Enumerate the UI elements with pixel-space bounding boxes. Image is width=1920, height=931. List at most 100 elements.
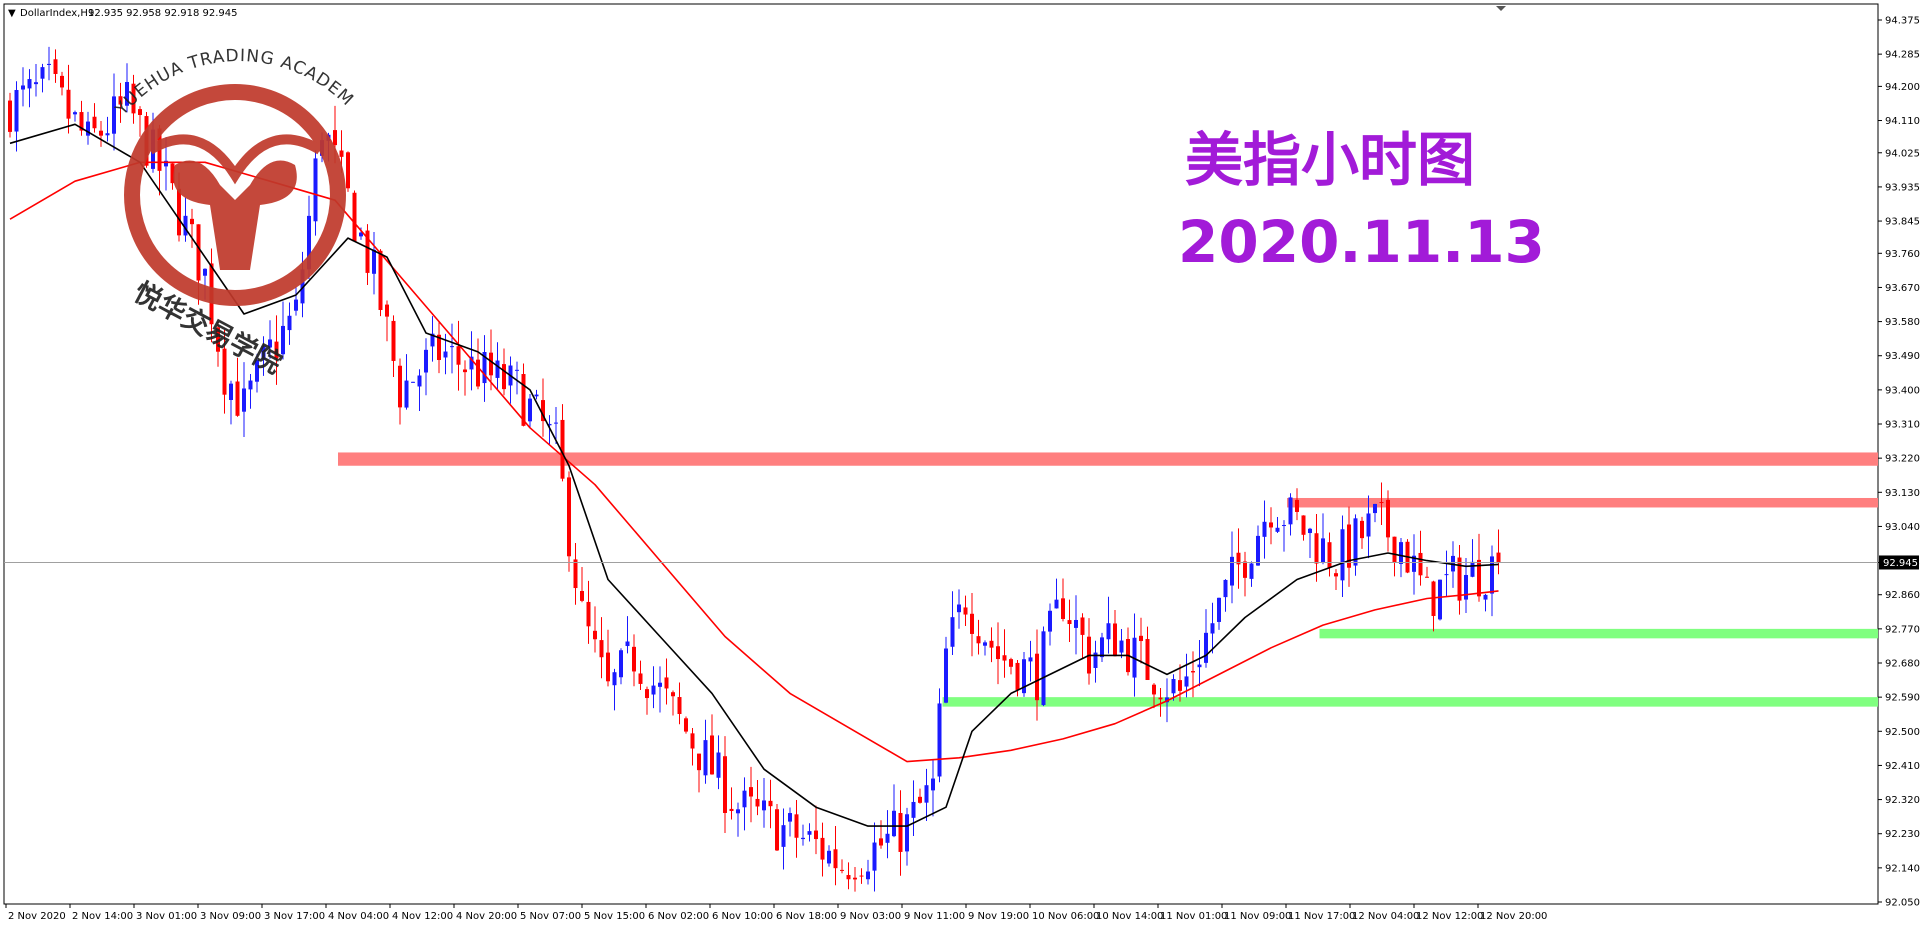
logo-mark — [173, 160, 297, 270]
candle-body — [1100, 637, 1104, 658]
candle-body — [333, 130, 337, 146]
candle-body — [177, 188, 181, 236]
candle-body — [1217, 597, 1221, 622]
candle-body — [437, 334, 441, 361]
candle-body — [924, 785, 929, 803]
candle-body — [1009, 659, 1013, 667]
x-tick-label: 12 Nov 20:00 — [1480, 911, 1547, 922]
candle-body — [658, 682, 662, 687]
candle-body — [313, 158, 318, 222]
candle-body — [1340, 529, 1345, 581]
x-tick-label: 11 Nov 09:00 — [1224, 911, 1291, 922]
x-tick-label: 3 Nov 09:00 — [200, 911, 261, 922]
candle-body — [807, 831, 812, 835]
candle-body — [1444, 574, 1449, 576]
candle-body — [1132, 637, 1137, 678]
candle-body — [489, 352, 493, 376]
candle-body — [1171, 679, 1176, 694]
candle-body — [248, 380, 253, 390]
candle-body — [983, 642, 987, 646]
chart-title: 美指小时图 — [1185, 126, 1475, 194]
y-tick-label: 94.285 — [1885, 50, 1920, 61]
candle-body — [736, 809, 740, 814]
candle-body — [118, 96, 123, 105]
candle-body — [1295, 499, 1299, 512]
current-price-tag — [1879, 555, 1919, 570]
candle-body — [53, 59, 58, 74]
candle-body — [1470, 561, 1475, 577]
candle-body — [1386, 499, 1390, 538]
candle-body — [651, 685, 656, 695]
candle-body — [476, 359, 480, 387]
candle-body — [820, 837, 825, 860]
candle-body — [398, 365, 402, 408]
candle-body — [1496, 552, 1501, 563]
candle-body — [710, 735, 714, 775]
y-tick-label: 92.320 — [1885, 795, 1920, 806]
candle-body — [346, 152, 350, 189]
candle-body — [1106, 623, 1111, 640]
y-tick-label: 92.410 — [1885, 761, 1920, 772]
chart-date: 2020.11.13 — [1178, 208, 1545, 276]
y-tick-label: 93.670 — [1885, 283, 1920, 294]
candle-body — [1275, 527, 1280, 532]
candle-body — [1457, 557, 1462, 601]
y-tick-label: 93.400 — [1885, 385, 1920, 396]
candle-body — [1158, 697, 1163, 700]
candle-body — [911, 801, 916, 818]
y-tick-label: 94.375 — [1885, 16, 1920, 27]
y-tick-label: 94.200 — [1885, 82, 1920, 93]
candle-body — [1067, 620, 1072, 625]
candle-body — [788, 813, 792, 822]
candle-body — [34, 82, 38, 85]
candle-body — [918, 796, 922, 803]
candle-body — [1074, 619, 1078, 628]
x-tick-label: 6 Nov 02:00 — [648, 911, 709, 922]
candle-body — [1301, 515, 1306, 535]
candle-body — [27, 79, 32, 89]
candle-body — [554, 422, 558, 424]
candle-body — [1353, 518, 1358, 566]
chart-menu-icon[interactable]: ▼ — [8, 8, 16, 19]
candle-body — [723, 756, 727, 813]
candle-body — [196, 224, 201, 281]
candle-body — [606, 652, 610, 682]
candle-body — [261, 345, 266, 360]
y-tick-label: 92.500 — [1885, 727, 1920, 738]
x-axis: 2 Nov 2020 2 Nov 14:00 3 Nov 01:00 3 Nov 09… — [5, 904, 1547, 922]
candle-body — [814, 830, 818, 840]
support-zone — [942, 697, 1878, 707]
candle-body — [417, 375, 422, 387]
candle-body — [424, 349, 428, 373]
candle-body — [703, 740, 708, 776]
candle-body — [242, 388, 246, 412]
candle-body — [1334, 573, 1338, 577]
candle-body — [1431, 581, 1436, 616]
y-tick-label: 92.230 — [1885, 829, 1920, 840]
y-tick-label: 93.760 — [1885, 249, 1920, 260]
candle-body — [781, 825, 786, 847]
current-price-label: 92.945 — [1883, 558, 1918, 569]
candle-body — [586, 601, 591, 627]
candle-body — [742, 790, 747, 808]
candle-body — [677, 697, 682, 715]
candle-body — [989, 640, 994, 648]
x-tick-label: 5 Nov 07:00 — [520, 911, 581, 922]
candle-body — [92, 116, 97, 129]
candle-body — [378, 250, 383, 310]
candle-body — [1035, 653, 1039, 701]
candle-body — [1178, 680, 1182, 691]
candle-body — [521, 374, 526, 426]
x-tick-label: 6 Nov 10:00 — [712, 911, 773, 922]
shift-marker-icon[interactable] — [1496, 6, 1506, 11]
x-tick-label: 10 Nov 06:00 — [1032, 911, 1099, 922]
x-tick-label: 9 Nov 19:00 — [968, 911, 1029, 922]
candle-body — [541, 400, 545, 422]
candle-body — [1184, 676, 1189, 687]
candle-body — [66, 89, 71, 119]
y-tick-label: 92.050 — [1885, 898, 1920, 909]
candle-body — [612, 672, 617, 686]
x-tick-label: 10 Nov 14:00 — [1096, 911, 1163, 922]
